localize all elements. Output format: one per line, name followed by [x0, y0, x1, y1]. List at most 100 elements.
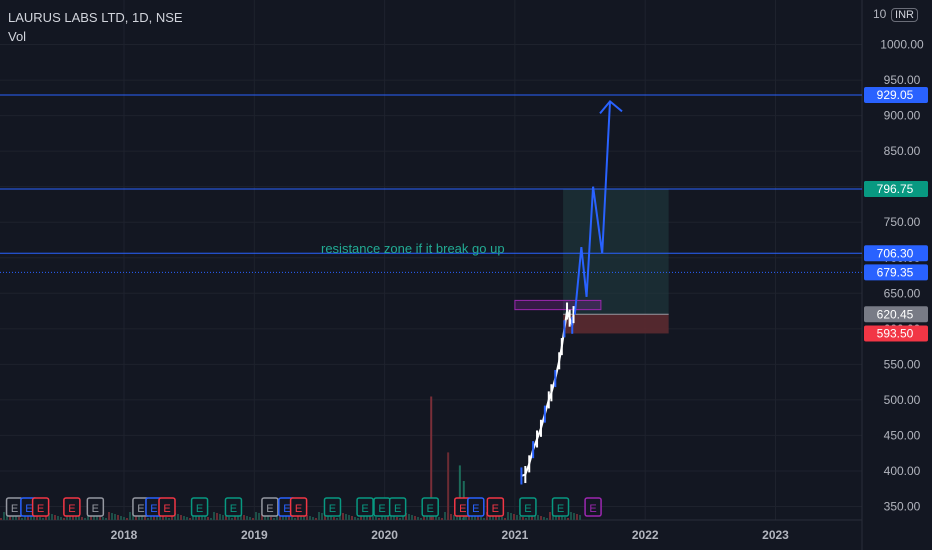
x-tick-label: 2023 — [762, 528, 789, 542]
volume-bar — [480, 517, 482, 520]
earnings-label: E — [557, 503, 564, 515]
projection-path — [573, 101, 612, 315]
volume-bar — [393, 516, 395, 520]
volume-bar — [72, 514, 74, 520]
price-label-bg — [864, 86, 928, 103]
earnings-marker: E — [467, 497, 485, 517]
price-label-text: 593.50 — [877, 326, 914, 340]
earnings-label: E — [394, 503, 401, 515]
volume-bar — [570, 512, 572, 520]
volume-bar — [387, 514, 389, 520]
earnings-marker: E — [519, 497, 537, 517]
x-tick-label: 2021 — [502, 528, 529, 542]
volume-bar — [30, 514, 32, 520]
earnings-marker: E — [421, 497, 439, 517]
volume-bar — [312, 517, 314, 520]
volume-bar — [99, 516, 101, 520]
earnings-marker: E — [158, 497, 176, 517]
volume-bar — [123, 517, 125, 520]
earnings-marker: E — [289, 497, 308, 517]
volume-bar — [156, 514, 158, 520]
y-tick-label: 850.00 — [884, 144, 921, 158]
volume-bar — [450, 514, 452, 520]
volume-bar — [114, 514, 116, 520]
volume-bar — [207, 517, 209, 520]
earnings-marker: E — [388, 497, 407, 517]
earnings-marker: E — [224, 497, 243, 517]
volume-bar — [240, 514, 242, 520]
volume-bar — [561, 516, 563, 520]
volume-bar — [441, 518, 443, 520]
price-label-bg — [864, 180, 928, 197]
volume-bar — [306, 515, 308, 520]
volume-bar — [102, 517, 104, 520]
volume-bar — [294, 518, 296, 520]
volume-bar — [120, 516, 122, 520]
volume-bar — [81, 517, 83, 520]
volume-bar — [342, 513, 344, 520]
price-label-text: 706.30 — [877, 246, 914, 260]
volume-bar — [57, 516, 59, 520]
volume-bar — [534, 514, 536, 520]
volume-bar — [3, 512, 5, 520]
x-tick-label: 2019 — [241, 528, 268, 542]
volume-bar — [543, 517, 545, 520]
earnings-box — [519, 497, 537, 517]
x-tick-label: 2018 — [111, 528, 138, 542]
price-label-bg — [864, 264, 928, 281]
earnings-label: E — [163, 503, 170, 515]
volume-bar — [432, 515, 434, 520]
earnings-label: E — [266, 503, 273, 515]
projection-arrow — [599, 99, 623, 115]
volume-bar — [555, 514, 557, 520]
price-label: 929.05 — [864, 86, 928, 103]
earnings-box — [486, 497, 505, 517]
volume-bar — [447, 452, 450, 520]
volume-bar — [513, 514, 515, 520]
earnings-label: E — [283, 503, 290, 515]
volume-bar — [168, 518, 170, 520]
volume-bar — [504, 518, 506, 520]
earnings-box — [323, 497, 342, 517]
earnings-marker: E — [86, 497, 105, 517]
volume-bar — [243, 515, 245, 520]
volume-bar — [222, 515, 224, 520]
volume-bar — [96, 515, 98, 520]
volume-bar — [18, 517, 20, 520]
earnings-marker: E — [486, 497, 505, 517]
volume-bar — [183, 516, 185, 520]
volume-bar — [261, 514, 263, 520]
volume-bar — [573, 513, 575, 520]
earnings-marker: E — [261, 497, 279, 517]
volume-bar — [177, 514, 179, 520]
earnings-label: E — [25, 503, 32, 515]
y-tick-label: 350.00 — [884, 500, 921, 514]
volume-bar — [351, 516, 353, 520]
currency-badge[interactable]: INR — [891, 8, 918, 22]
volume-bar — [474, 515, 476, 520]
volume-label: Vol — [8, 29, 27, 44]
y-tick-label: 450.00 — [884, 428, 921, 442]
volume-bar — [564, 517, 566, 520]
earnings-marker: E — [145, 497, 163, 517]
volume-bar — [456, 516, 458, 520]
volume-bar — [390, 515, 392, 520]
earnings-label: E — [295, 503, 302, 515]
volume-bar — [186, 517, 188, 520]
volume-bar — [9, 514, 11, 520]
volume-bar — [249, 517, 251, 520]
earnings-label: E — [524, 503, 531, 515]
volume-bar — [537, 515, 539, 520]
volume-bar — [282, 514, 284, 520]
volume-bar — [84, 518, 86, 520]
volume-bar — [486, 512, 488, 520]
volume-bar — [174, 513, 176, 520]
volume-bar — [105, 518, 107, 520]
volume-bar — [225, 516, 227, 520]
chart-legend: LAURUS LABS LTD, 1D, NSE Vol — [8, 8, 183, 46]
profit-zone — [563, 188, 669, 315]
earnings-marker: E — [584, 497, 602, 517]
volume-bar — [420, 518, 422, 520]
price-label-bg — [864, 245, 928, 262]
